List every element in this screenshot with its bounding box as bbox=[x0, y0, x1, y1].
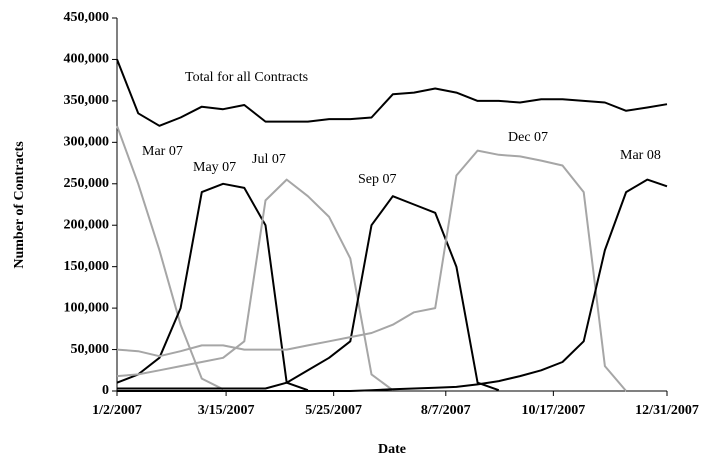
series-line bbox=[116, 182, 309, 392]
y-tick-label: 300,000 bbox=[64, 135, 110, 150]
series-label: Total for all Contracts bbox=[185, 70, 308, 85]
series-line bbox=[116, 149, 627, 392]
series-line bbox=[116, 125, 224, 391]
y-tick-label: 250,000 bbox=[64, 176, 110, 191]
series-line bbox=[117, 178, 668, 392]
y-tick-label: 50,000 bbox=[71, 342, 110, 357]
x-tick-label: 8/7/2007 bbox=[421, 403, 471, 418]
x-tick-label: 3/15/2007 bbox=[198, 403, 255, 418]
series-label: May 07 bbox=[193, 160, 236, 175]
series-line bbox=[116, 178, 394, 392]
y-tick-label: 200,000 bbox=[64, 217, 110, 232]
x-tick-label: 12/31/2007 bbox=[635, 403, 699, 418]
y-tick-label: 400,000 bbox=[64, 52, 110, 67]
x-axis-title: Date bbox=[378, 442, 406, 457]
series-label: Dec 07 bbox=[508, 130, 548, 145]
y-axis-title: Number of Contracts bbox=[12, 141, 27, 269]
y-tick-label: 100,000 bbox=[64, 300, 110, 315]
y-tick-label: 450,000 bbox=[64, 10, 110, 25]
y-tick-label: 150,000 bbox=[64, 259, 110, 274]
y-tick-label: 0 bbox=[102, 383, 109, 398]
y-tick-label: 350,000 bbox=[64, 93, 110, 108]
x-tick-label: 5/25/2007 bbox=[305, 403, 362, 418]
series-line bbox=[116, 59, 668, 127]
series-line bbox=[117, 195, 500, 392]
x-tick-label: 10/17/2007 bbox=[521, 403, 585, 418]
series-label: Jul 07 bbox=[252, 152, 286, 167]
series-label: Mar 08 bbox=[620, 148, 661, 163]
series-label: Mar 07 bbox=[142, 144, 183, 159]
series-label: Sep 07 bbox=[358, 172, 397, 187]
x-tick-label: 1/2/2007 bbox=[92, 403, 142, 418]
